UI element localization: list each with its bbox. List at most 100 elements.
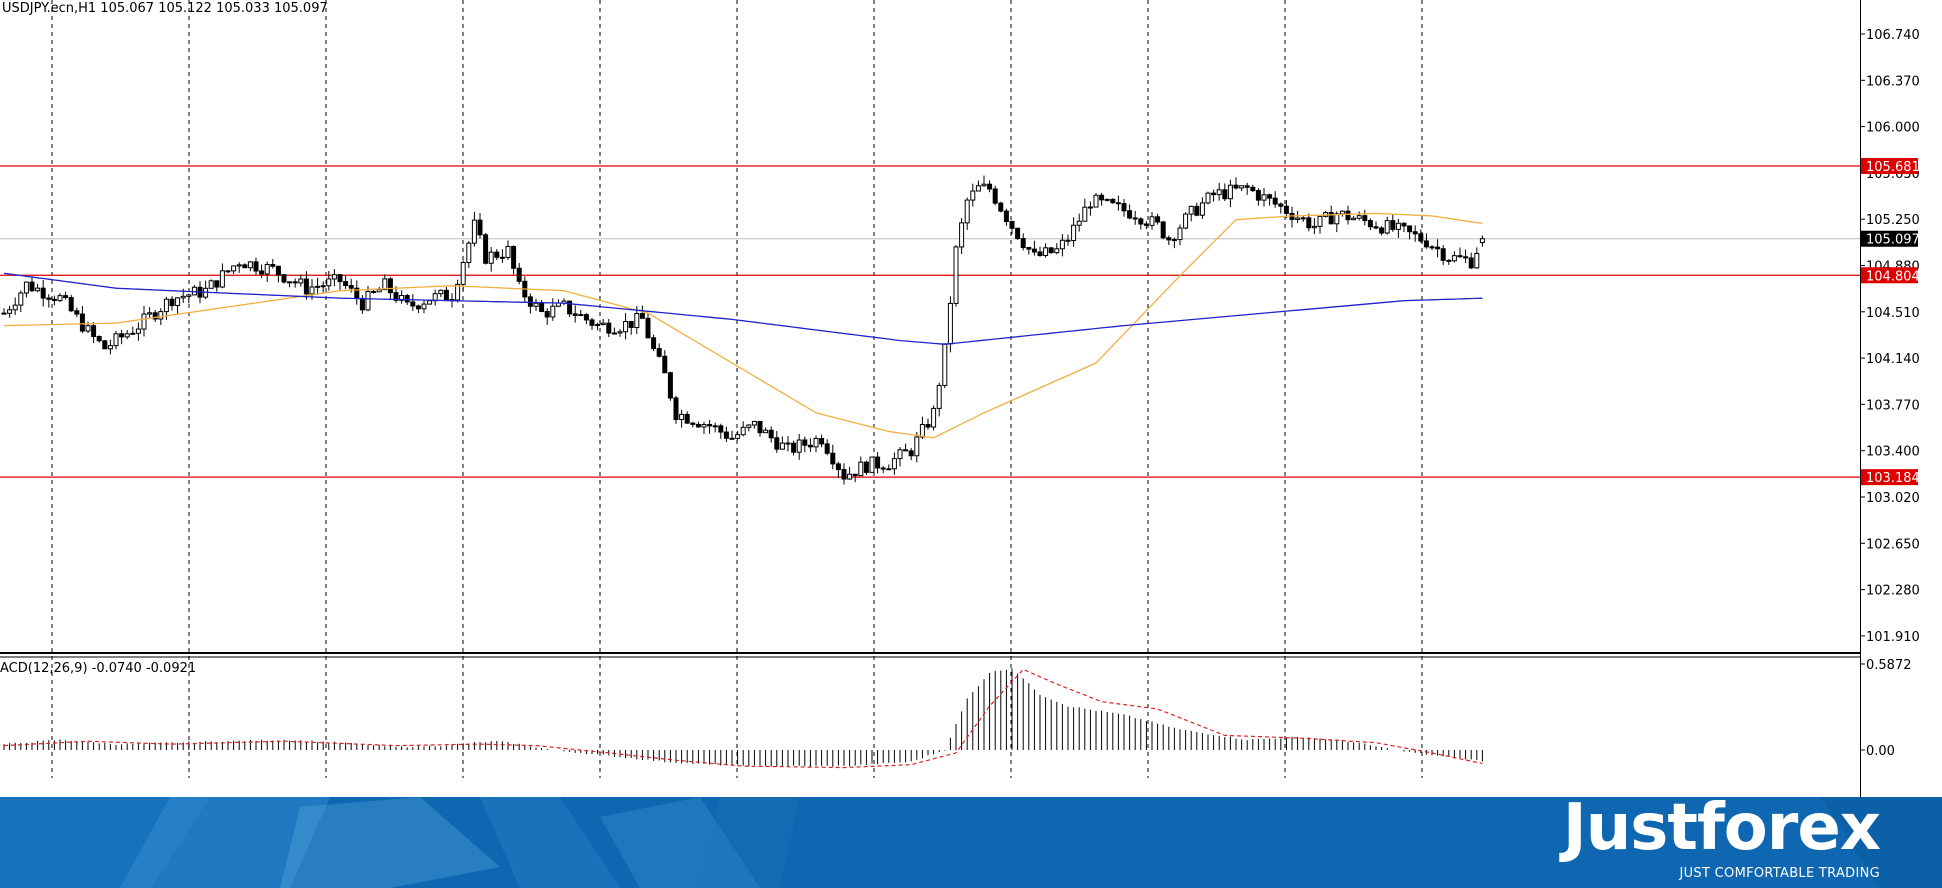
candle-body[interactable] [1188, 205, 1194, 215]
candle-body[interactable] [830, 452, 836, 465]
candle-body[interactable] [494, 251, 500, 258]
candle-body[interactable] [231, 265, 237, 272]
candle-body[interactable] [1160, 221, 1166, 239]
candle-body[interactable] [96, 336, 102, 342]
candle-body[interactable] [1267, 194, 1273, 199]
candle-body[interactable] [1233, 184, 1239, 189]
candle-body[interactable] [595, 324, 601, 327]
candle-body[interactable] [847, 473, 853, 480]
candle-body[interactable] [399, 295, 405, 301]
candle-body[interactable] [1093, 194, 1099, 208]
candle-body[interactable] [35, 287, 41, 292]
candle-body[interactable] [1216, 189, 1222, 196]
candle-body[interactable] [270, 264, 276, 267]
candle-body[interactable] [1104, 198, 1110, 201]
candle-body[interactable] [992, 188, 998, 204]
candle-body[interactable] [236, 264, 242, 267]
candle-body[interactable] [723, 431, 729, 439]
candle-body[interactable] [981, 183, 987, 187]
candle-body[interactable] [40, 287, 46, 299]
candle-body[interactable] [785, 442, 791, 445]
candle-body[interactable] [942, 343, 948, 386]
candle-body[interactable] [499, 256, 505, 259]
candle-body[interactable] [1457, 255, 1463, 258]
candle-body[interactable] [488, 251, 494, 264]
candle-body[interactable] [63, 295, 69, 299]
candle-body[interactable] [623, 320, 629, 333]
candle-body[interactable] [690, 422, 696, 425]
candle-body[interactable] [712, 425, 718, 428]
candle-body[interactable] [1155, 216, 1161, 223]
candle-body[interactable] [79, 313, 85, 332]
candle-body[interactable] [852, 473, 858, 477]
candle-body[interactable] [1384, 220, 1390, 234]
candle-body[interactable] [695, 423, 701, 428]
candle-body[interactable] [679, 413, 685, 420]
candle-body[interactable] [908, 450, 914, 457]
candle-body[interactable] [214, 280, 220, 288]
candle-body[interactable] [998, 202, 1004, 212]
candle-body[interactable] [863, 461, 869, 473]
candle-body[interactable] [701, 424, 707, 428]
price-panel[interactable] [0, 165, 1860, 485]
candle-body[interactable] [589, 319, 595, 326]
candle-body[interactable] [651, 337, 657, 350]
candle-body[interactable] [135, 328, 141, 334]
candle-body[interactable] [925, 424, 931, 428]
candle-body[interactable] [337, 274, 343, 283]
candle-body[interactable] [975, 185, 981, 192]
candle-body[interactable] [460, 261, 466, 285]
candle-body[interactable] [1031, 248, 1037, 253]
candle-body[interactable] [275, 265, 281, 276]
candle-body[interactable] [1227, 184, 1233, 200]
candle-body[interactable] [1351, 217, 1357, 221]
candle-body[interactable] [1261, 194, 1267, 201]
candle-body[interactable] [57, 295, 63, 302]
candle-body[interactable] [466, 242, 472, 263]
candle-body[interactable] [891, 458, 897, 470]
candle-body[interactable] [1395, 222, 1401, 230]
candle-body[interactable] [1379, 227, 1385, 234]
candle-body[interactable] [259, 270, 265, 275]
candle-body[interactable] [1356, 215, 1362, 219]
candle-body[interactable] [208, 280, 214, 289]
candle-body[interactable] [1334, 213, 1340, 225]
candle-body[interactable] [1272, 197, 1278, 205]
candle-body[interactable] [707, 424, 713, 427]
candle-body[interactable] [68, 297, 74, 312]
candle-body[interactable] [1194, 205, 1200, 216]
candle-body[interactable] [897, 449, 903, 460]
candle-body[interactable] [175, 297, 181, 307]
candle-body[interactable] [1429, 246, 1435, 249]
candle-body[interactable] [12, 304, 18, 311]
candle-body[interactable] [1009, 221, 1015, 229]
candle-body[interactable] [931, 407, 937, 428]
candle-body[interactable] [74, 310, 80, 315]
candle-body[interactable] [1087, 206, 1093, 209]
candle-body[interactable] [1020, 238, 1026, 249]
candle-body[interactable] [315, 285, 321, 288]
candle-body[interactable] [858, 461, 864, 477]
candle-body[interactable] [455, 283, 461, 301]
candle-body[interactable] [371, 290, 377, 293]
candle-body[interactable] [320, 285, 326, 288]
candle-body[interactable] [51, 298, 57, 302]
candle-body[interactable] [1026, 247, 1032, 250]
candle-body[interactable] [617, 331, 623, 334]
candle-body[interactable] [85, 325, 91, 332]
candle-body[interactable] [1043, 247, 1049, 256]
candle-body[interactable] [107, 345, 113, 350]
candle-body[interactable] [1, 312, 7, 315]
candle-body[interactable] [443, 289, 449, 301]
candle-body[interactable] [987, 183, 993, 190]
candle-body[interactable] [376, 289, 382, 293]
candle-body[interactable] [751, 420, 757, 426]
candle-body[interactable] [382, 278, 388, 291]
candle-body[interactable] [438, 289, 444, 295]
candle-body[interactable] [331, 274, 337, 280]
candle-body[interactable] [1390, 220, 1396, 230]
candle-body[interactable] [1166, 237, 1172, 241]
candle-body[interactable] [264, 264, 270, 275]
candle-body[interactable] [298, 278, 304, 284]
candle-body[interactable] [1239, 185, 1245, 189]
